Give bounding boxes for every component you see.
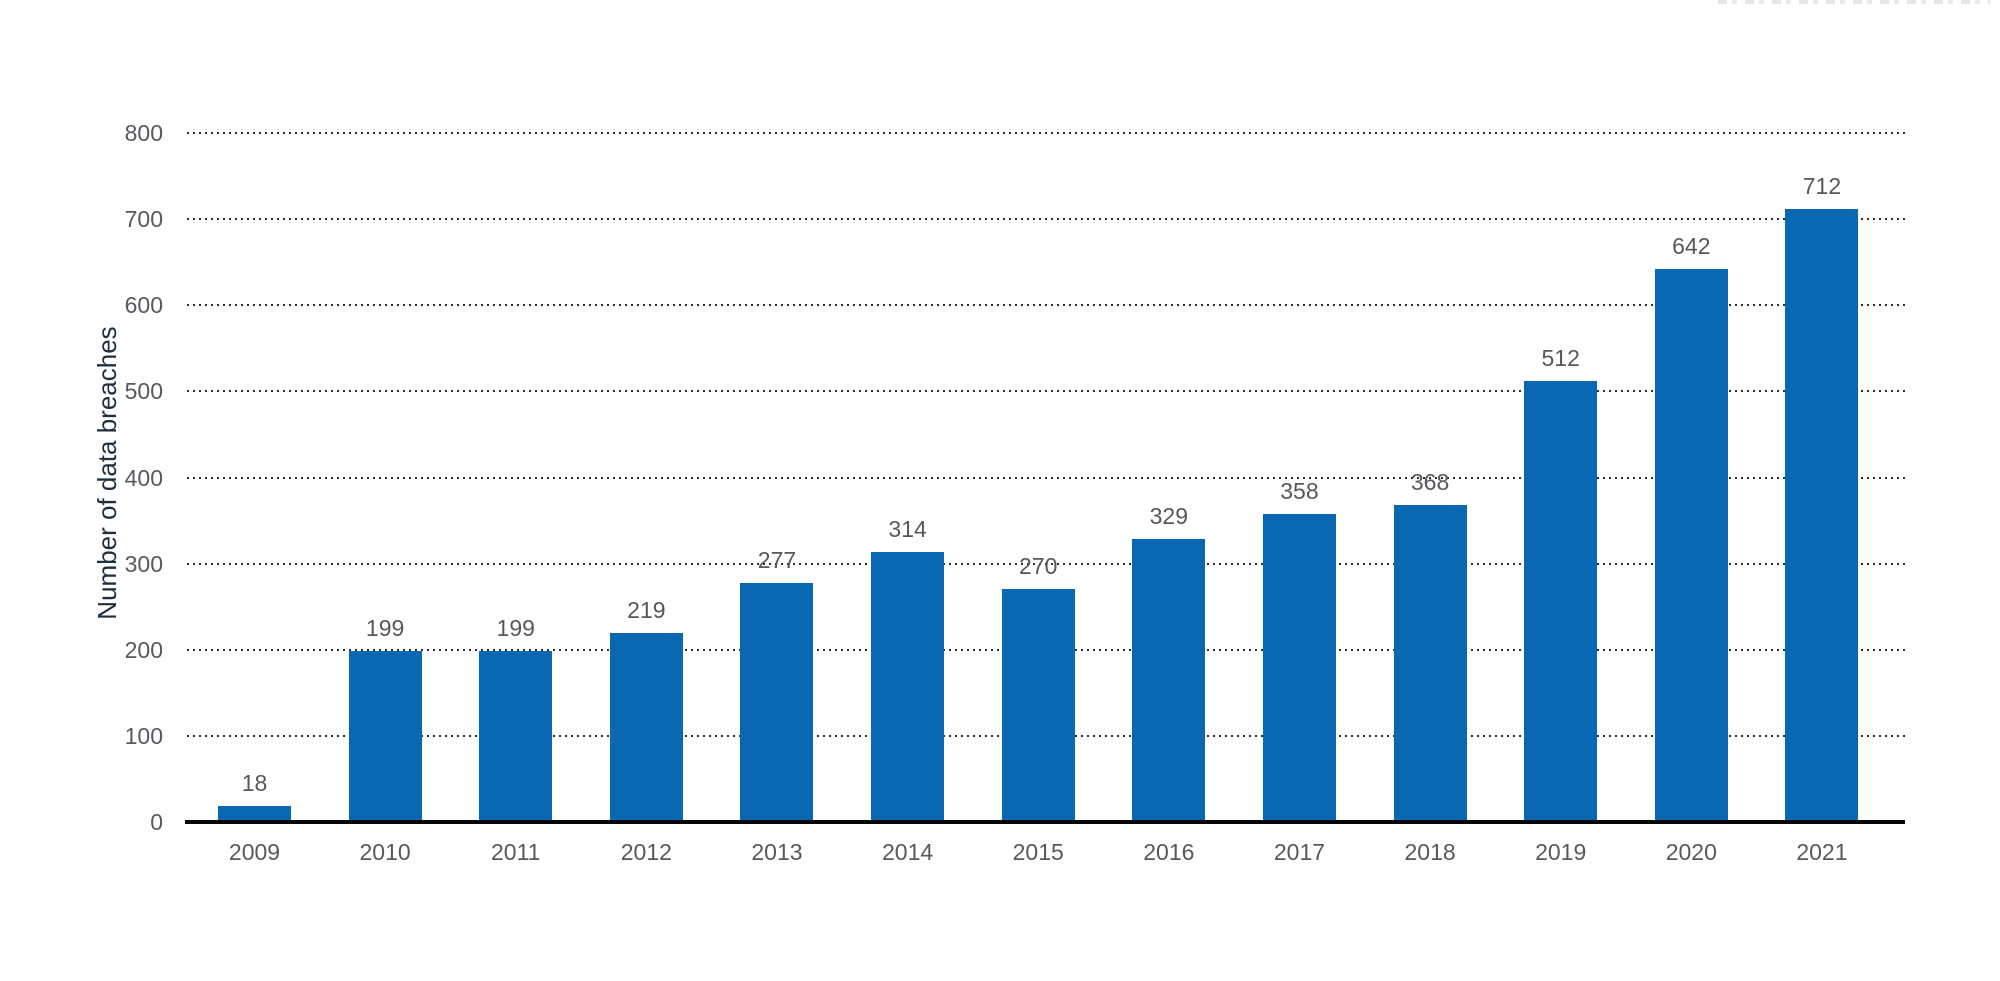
- bar-2011: [479, 650, 553, 822]
- x-axis-tick-label: 2013: [751, 839, 803, 865]
- bar-value-label: 18: [241, 770, 268, 797]
- bar-2016: [1132, 538, 1206, 822]
- bar-value-label: 642: [1672, 233, 1711, 260]
- bar-value-label: 199: [496, 614, 535, 641]
- x-axis-tick-label: 2009: [228, 839, 281, 865]
- y-axis-tick-label: 700: [124, 206, 163, 233]
- bar-2017: [1262, 513, 1336, 822]
- bar-value-label: 368: [1410, 469, 1450, 496]
- x-axis-tick-label: 2015: [1012, 839, 1064, 865]
- y-axis-tick-label: 500: [124, 378, 163, 405]
- gridline-800: [187, 132, 1905, 134]
- x-axis-tick-label: 2019: [1535, 839, 1587, 865]
- gridline-600: [187, 304, 1905, 307]
- bar-value-label: 329: [1149, 502, 1189, 529]
- x-axis-tick-label: 2020: [1665, 839, 1717, 865]
- gridline-400: [187, 476, 1905, 479]
- bar-value-label: 512: [1541, 345, 1580, 372]
- bar-value-label: 219: [627, 597, 666, 624]
- x-axis-tick-label: 2014: [882, 839, 934, 865]
- bar-2020: [1654, 269, 1728, 822]
- x-axis-tick-label: 2018: [1404, 839, 1456, 865]
- bar-2018: [1393, 505, 1467, 822]
- bar-value-label: 314: [888, 515, 927, 542]
- bar-2015: [1001, 589, 1075, 822]
- y-axis-tick-label: 100: [124, 722, 163, 749]
- bar-2010: [348, 650, 422, 822]
- bar-value-label: 277: [757, 547, 797, 574]
- bar-value-label: 199: [365, 614, 405, 641]
- gridline-700: [187, 218, 1905, 221]
- bar-value-label: 712: [1802, 172, 1842, 199]
- cropped-content-remnant: [1718, 0, 1990, 7]
- x-axis-tick-label: 2011: [491, 839, 541, 865]
- y-axis-tick-label: 200: [124, 636, 163, 663]
- gridline-500: [187, 390, 1905, 393]
- bar-2014: [871, 551, 945, 822]
- x-axis-tick-label: 2017: [1273, 839, 1326, 865]
- bar-value-label: 270: [1019, 553, 1058, 580]
- gridline-300: [187, 562, 1905, 565]
- x-axis-tick-label: 2016: [1143, 839, 1195, 865]
- bar-2009: [218, 806, 291, 822]
- bar-2021: [1785, 208, 1859, 822]
- x-axis-tick-label: 2021: [1796, 839, 1848, 865]
- y-axis-tick-label: 0: [150, 809, 163, 835]
- y-axis-tick-label: 600: [124, 292, 163, 319]
- bar-2012: [609, 633, 683, 822]
- bar-2019: [1524, 381, 1598, 822]
- y-axis-tick-label: 800: [124, 120, 163, 146]
- x-axis-baseline: [185, 820, 1905, 824]
- x-axis-tick-label: 2010: [359, 839, 411, 865]
- bar-2013: [740, 583, 814, 822]
- y-axis-tick-label: 400: [124, 464, 163, 491]
- x-axis-tick-label: 2012: [620, 839, 672, 865]
- bar-value-label: 358: [1280, 477, 1319, 504]
- y-axis-tick-label: 300: [124, 550, 163, 577]
